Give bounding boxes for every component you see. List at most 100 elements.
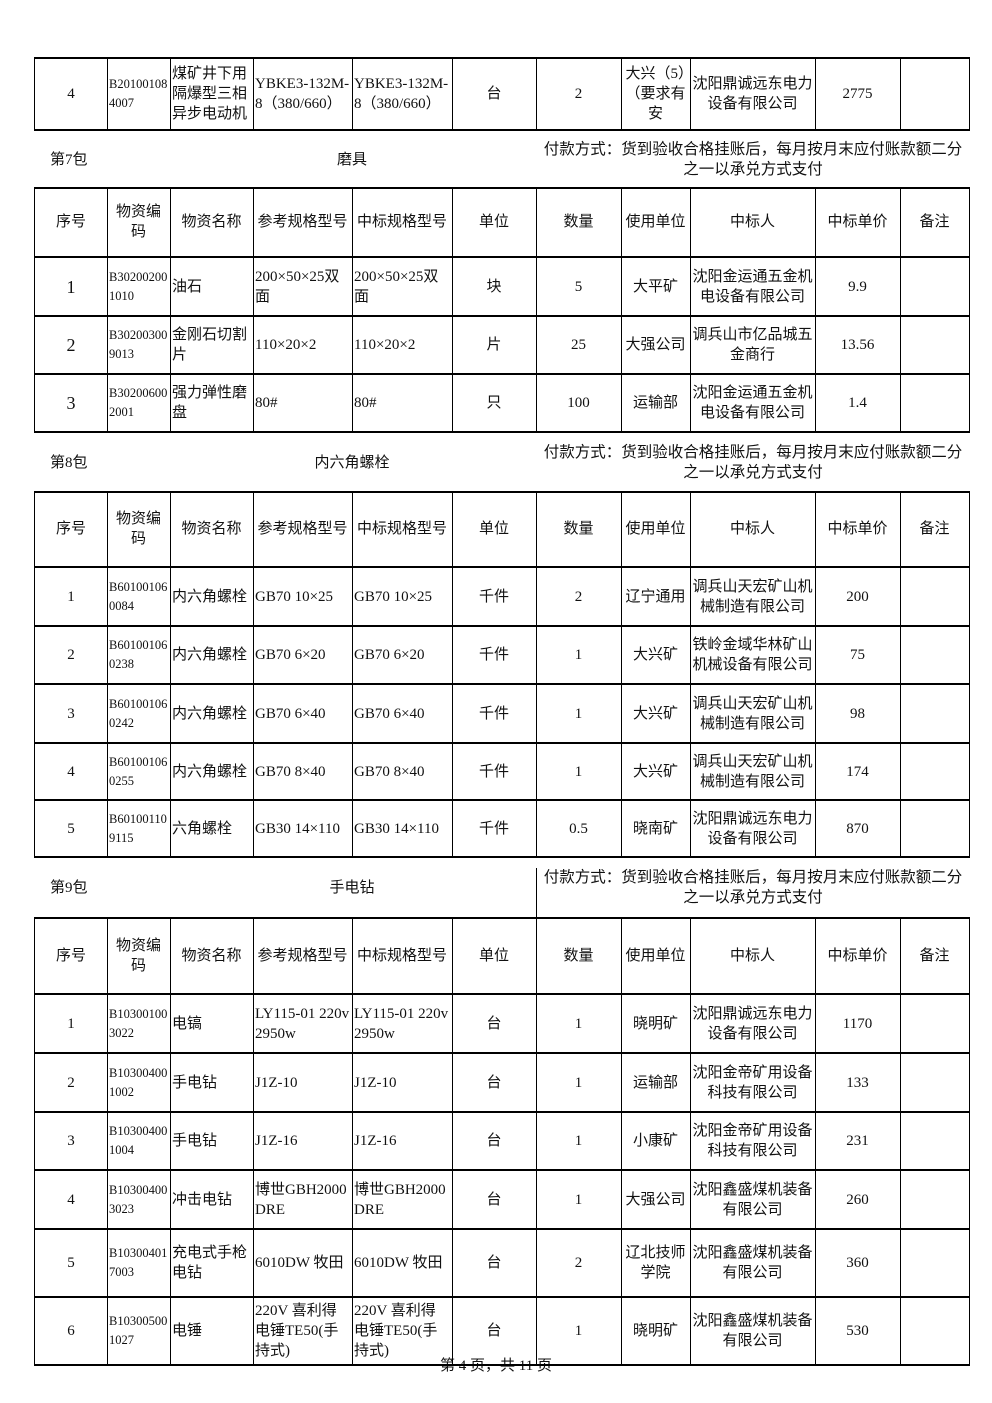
table-cell: GB30 14×110: [352, 801, 453, 858]
cell-text: 1: [574, 1015, 583, 1032]
header-cell: 使用单位: [621, 918, 691, 995]
cell-text: 金刚石切割片: [172, 327, 248, 363]
table-cell: 沈阳鑫盛煤机装备有限公司: [690, 1230, 816, 1298]
cell-text: B302003009013: [109, 328, 168, 361]
cell-text: 中标规格型号: [356, 947, 447, 964]
cell-text: 3: [67, 705, 75, 722]
cell-text: 只: [486, 395, 502, 411]
table-cell: 块: [452, 258, 537, 317]
cell-text: 1: [67, 1015, 75, 1032]
cell-text: 5: [67, 820, 75, 837]
table-cell: 强力弹性磨盘: [170, 375, 254, 433]
table-cell: B302003009013: [107, 317, 171, 375]
cell-text: 大兴矿: [632, 647, 678, 663]
package-label: 第9包: [50, 880, 88, 896]
payment-terms: 付款方式：货到验收合格挂账后，每月按月末应付账款额二分之一以承兑方式支付: [543, 444, 963, 481]
cell-text: 98: [850, 705, 865, 722]
table-cell: 运输部: [621, 375, 691, 433]
table-top-border: [34, 187, 970, 189]
header-cell: 中标规格型号: [352, 918, 453, 995]
payment-terms: 付款方式：货到验收合格挂账后，每月按月末应付账款额二分之一以承兑方式支付: [543, 141, 963, 178]
table-top-border: [34, 491, 970, 493]
table-cell: [900, 627, 970, 685]
cell-text: 5: [574, 278, 583, 295]
table-cell: 220V 喜利得电锤TE50(手持式): [253, 1298, 353, 1366]
table-cell: 98: [815, 685, 901, 744]
table-cell: 3: [34, 375, 108, 433]
cell-text: 沈阳鼎诚远东电力设备有限公司: [692, 1005, 813, 1042]
table-cell: 75: [815, 627, 901, 685]
table-cell: 博世GBH2000DRE: [253, 1171, 353, 1230]
cell-text: GB70 10×25: [354, 588, 433, 605]
cell-text: 参考规格型号: [257, 947, 348, 964]
table-top-border: [34, 57, 970, 59]
page-footer: 第 4 页，共 11 页: [440, 1358, 552, 1374]
table-cell: [900, 1171, 970, 1230]
header-cell: 参考规格型号: [253, 918, 353, 995]
header-cell: 物资名称: [170, 492, 254, 568]
table-cell: B103004001002: [107, 1054, 171, 1113]
table-cell: 调兵山天宏矿山机械制造有限公司: [690, 744, 816, 801]
cell-text: 200×50×25双面: [255, 268, 340, 305]
cell-text: 中标人: [729, 214, 775, 230]
table-cell: 沈阳金帝矿用设备科技有限公司: [690, 1054, 816, 1113]
table-cell: 大强公司: [621, 1171, 691, 1230]
cell-text: 25: [571, 337, 586, 353]
table-cell: 870: [815, 801, 901, 858]
table-cell: GB30 14×110: [253, 801, 353, 858]
cell-text: 台: [486, 1255, 502, 1271]
cell-text: 4: [67, 1191, 75, 1208]
table-cell: YBKE3-132M-8（380/660）: [253, 58, 353, 131]
cell-text: 物资编码: [115, 937, 161, 974]
table-cell: 调兵山天宏矿山机械制造有限公司: [690, 568, 816, 627]
cell-text: B601001060084: [109, 579, 168, 613]
cell-text: 使用单位: [625, 521, 686, 537]
header-cell: 使用单位: [621, 188, 691, 258]
table-cell: 1: [34, 995, 108, 1054]
cell-text: 煤矿井下用隔爆型三相异步电动机: [172, 65, 248, 122]
cell-text: B103001003022: [109, 1006, 168, 1040]
cell-text: 电镐: [172, 1015, 203, 1032]
cell-text: 运输部: [632, 1074, 678, 1091]
table-cell: 千件: [452, 685, 537, 744]
cell-text: 80#: [354, 395, 377, 411]
table-cell: 沈阳金运通五金机电设备有限公司: [690, 258, 816, 317]
cell-text: 台: [486, 1191, 502, 1208]
table-cell: 大兴（5）（要求有安: [621, 58, 691, 131]
table-cell: 台: [452, 1113, 537, 1171]
table-cell: 200×50×25双面: [352, 258, 453, 317]
cell-text: 台: [486, 1015, 502, 1032]
cell-text: 200: [846, 588, 869, 605]
cell-text: 调兵山市亿品城五金商行: [692, 327, 813, 363]
table-cell: 1: [34, 568, 108, 627]
header-cell: 数量: [536, 188, 622, 258]
cell-text: 沈阳金帝矿用设备科技有限公司: [692, 1123, 813, 1159]
cell-text: 晓南矿: [632, 820, 678, 837]
cell-text: 台: [486, 1323, 502, 1339]
table-cell: GB70 8×40: [253, 744, 353, 801]
table-cell: 6010DW 牧田: [352, 1230, 453, 1298]
table-cell: 大平矿: [621, 258, 691, 317]
cell-text: 内六角螺栓: [172, 705, 248, 722]
table-cell: 231: [815, 1113, 901, 1171]
table-cell: B103004017003: [107, 1230, 171, 1298]
table-cell: [900, 1113, 970, 1171]
cell-text: 千件: [478, 705, 509, 722]
table-cell: 1.4: [815, 375, 901, 433]
cell-text: 2: [67, 1074, 75, 1091]
table-cell: 3: [34, 1113, 108, 1171]
table-cell: [900, 1230, 970, 1298]
cell-text: 1: [574, 763, 583, 780]
table-cell: B601001060255: [107, 744, 171, 801]
table-cell: 1: [536, 744, 622, 801]
cell-text: GB30 14×110: [354, 820, 439, 837]
cell-text: 1: [574, 1074, 583, 1091]
cell-text: 1: [574, 647, 583, 663]
cell-text: 231: [846, 1133, 869, 1149]
table-cell: 9.9: [815, 258, 901, 317]
cell-text: 4: [67, 85, 75, 102]
cell-text: B302002001010: [109, 269, 168, 303]
table-cell: 1170: [815, 995, 901, 1054]
table-cell: B601001060084: [107, 568, 171, 627]
table-cell: [900, 317, 970, 375]
